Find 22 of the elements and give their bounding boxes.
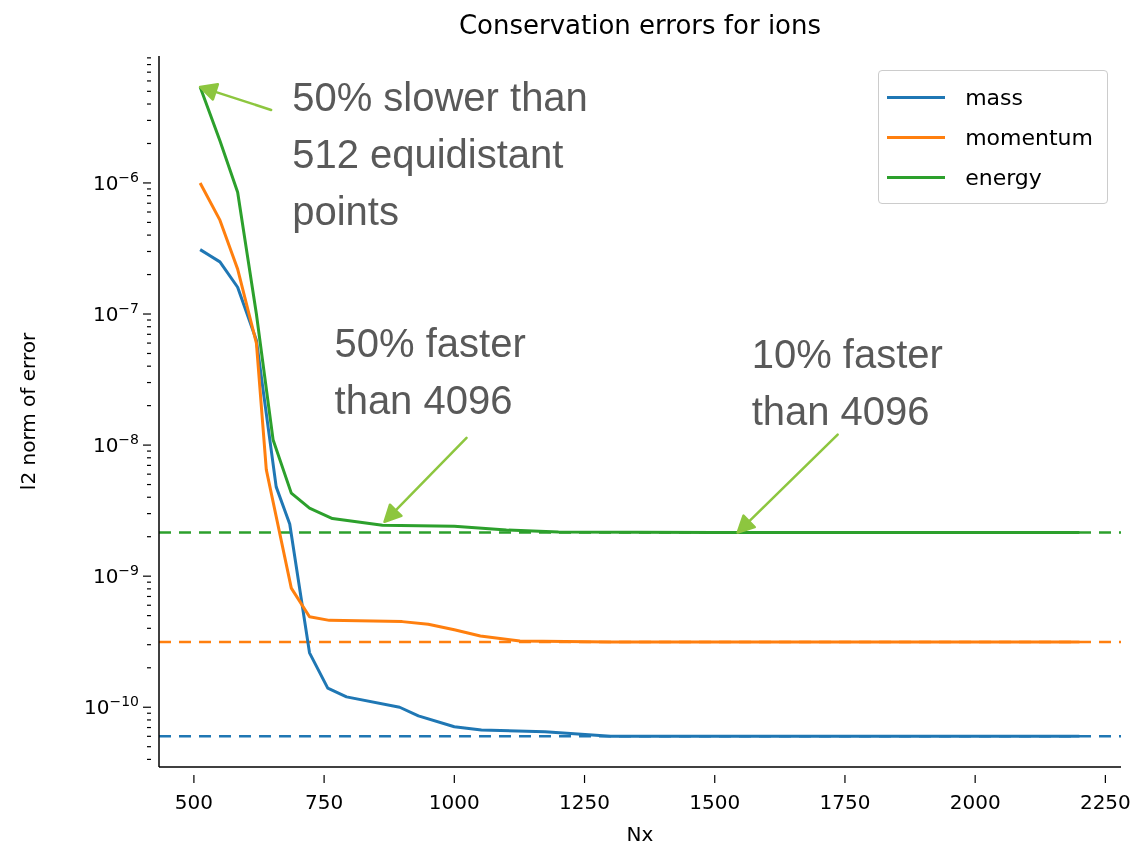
y-tick-label: 10$^{−7}$	[92, 300, 139, 327]
x-tick-label: 2250	[1079, 790, 1131, 814]
x-tick-label: 1250	[559, 790, 610, 814]
x-tick-label: 1750	[819, 790, 871, 814]
annotation: 10% faster than 4096	[751, 331, 943, 433]
x-tick-label: 750	[305, 790, 344, 814]
annotation: 50% faster than 4096	[334, 320, 526, 422]
x-tick-label: 500	[174, 790, 213, 814]
y-tick-label: 10$^{−10}$	[84, 693, 139, 720]
legend-label: momentum	[965, 124, 1093, 150]
y-tick-label: 10$^{−6}$	[92, 168, 140, 195]
y-axis-title: l2 norm of error	[16, 332, 41, 491]
y-tick-label: 10$^{−8}$	[92, 431, 139, 458]
legend-label: energy	[965, 164, 1042, 190]
annotation: 50% slower than 512 equidistant points	[292, 74, 588, 233]
x-tick-label: 1000	[428, 790, 480, 814]
x-tick-label: 1500	[689, 790, 741, 814]
x-axis-title: Nx	[626, 822, 654, 845]
x-tick-label: 2000	[949, 790, 1001, 814]
chart-title: Conservation errors for ions	[457, 10, 823, 40]
y-tick-label: 10$^{−9}$	[92, 562, 139, 589]
legend-label: mass	[965, 84, 1024, 110]
